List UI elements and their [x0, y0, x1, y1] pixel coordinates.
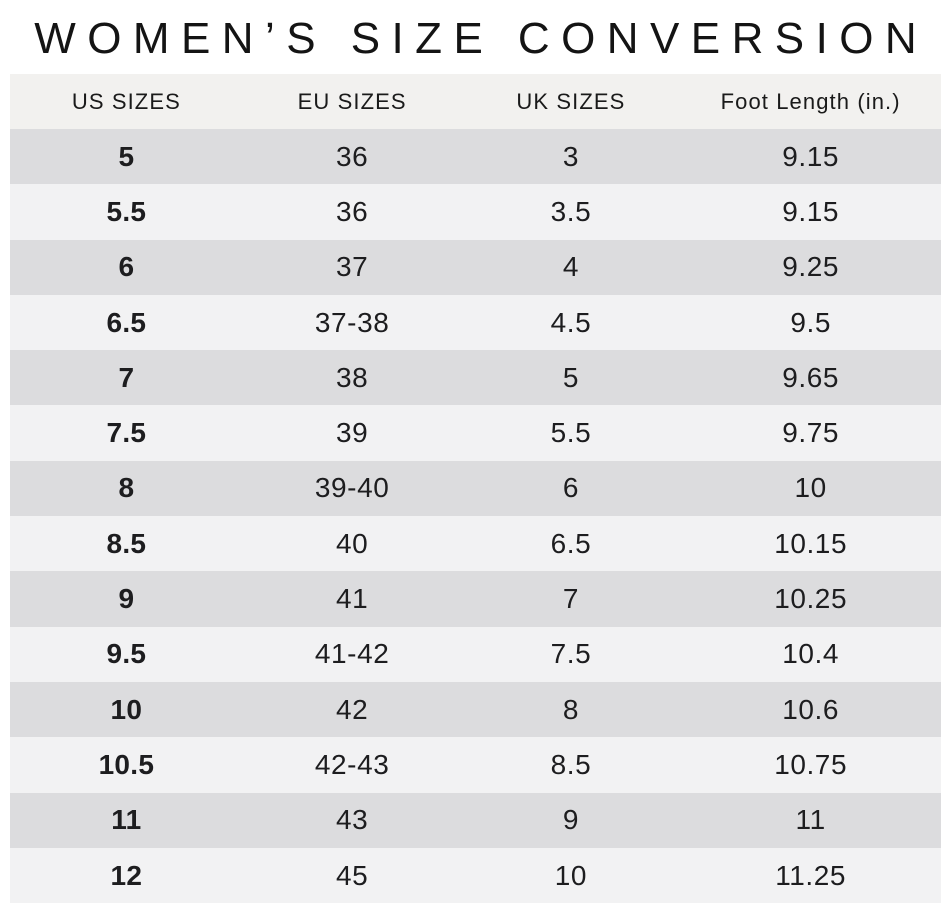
- cell-eu-size: 36: [336, 195, 369, 227]
- cell-foot-length: 10: [794, 472, 827, 504]
- header-us-sizes: US SIZES: [71, 88, 181, 114]
- cell-foot-length: 10.25: [774, 583, 848, 615]
- cell-uk-size: 9: [562, 804, 579, 836]
- cell-uk-size: 10: [554, 859, 588, 891]
- cell-eu-size: 38: [336, 361, 369, 393]
- cell-uk-size: 5: [562, 361, 579, 393]
- cell-foot-length: 9.5: [790, 306, 831, 338]
- cell-uk-size: 6: [562, 472, 579, 504]
- table-row: 8 39-40 6 10: [10, 460, 941, 517]
- cell-us-size: 7: [118, 361, 135, 393]
- cell-us-size: 7.5: [106, 417, 147, 449]
- cell-us-size: 5.5: [106, 195, 147, 227]
- table-row: 9 41 7 10.25: [10, 571, 941, 627]
- cell-foot-length: 10.15: [774, 527, 848, 559]
- cell-eu-size: 36: [336, 140, 369, 172]
- cell-uk-size: 3.5: [550, 195, 592, 227]
- header-foot-length: Foot Length (in.): [720, 88, 901, 114]
- cell-eu-size: 45: [336, 859, 369, 891]
- table-row: 7 38 5 9.65: [10, 350, 941, 406]
- cell-foot-length: 9.75: [782, 417, 840, 449]
- cell-uk-size: 8.5: [550, 748, 592, 780]
- cell-uk-size: 6.5: [550, 527, 592, 559]
- cell-eu-size: 42: [336, 693, 369, 725]
- cell-uk-size: 4: [562, 251, 579, 283]
- cell-us-size: 10.5: [98, 748, 155, 780]
- cell-uk-size: 3: [562, 140, 579, 172]
- cell-foot-length: 9.15: [782, 195, 840, 227]
- cell-eu-size: 42-43: [314, 748, 390, 780]
- cell-eu-size: 39: [336, 417, 369, 449]
- cell-foot-length: 9.25: [782, 251, 840, 283]
- cell-us-size: 9.5: [106, 638, 147, 670]
- cell-eu-size: 43: [336, 804, 369, 836]
- table-row: 5.5 36 3.5 9.15: [10, 184, 941, 240]
- cell-eu-size: 39-40: [314, 472, 390, 504]
- cell-foot-length: 9.15: [782, 140, 840, 172]
- table-row: 9.5 41-42 7.5 10.4: [10, 626, 941, 682]
- cell-us-size: 6.5: [106, 306, 147, 338]
- table-row: 12 45 10 11.25: [10, 847, 941, 904]
- cell-eu-size: 37-38: [314, 306, 390, 338]
- table-row: 10 42 8 10.6: [10, 681, 941, 738]
- cell-eu-size: 37: [336, 251, 369, 283]
- table-row: 7.5 39 5.5 9.75: [10, 405, 941, 461]
- cell-eu-size: 41: [336, 583, 369, 615]
- table-row: 6 37 4 9.25: [10, 239, 941, 295]
- header-eu-sizes: EU SIZES: [297, 88, 407, 114]
- header-uk-sizes: UK SIZES: [516, 88, 626, 114]
- cell-us-size: 5: [118, 140, 135, 172]
- page-title: WOMEN’S SIZE CONVERSION: [34, 14, 929, 63]
- cell-uk-size: 5.5: [550, 417, 592, 449]
- cell-uk-size: 7: [562, 583, 579, 615]
- cell-uk-size: 7.5: [550, 638, 592, 670]
- table-body: 5 36 3 9.15 5.5 36 3.5 9.15 6 37 4 9.25 6.5 37-38 4.5 9…: [10, 129, 941, 904]
- cell-us-size: 6: [118, 251, 135, 283]
- table-row: 11 43 9 11: [10, 792, 941, 848]
- size-conversion-table: US SIZES EU SIZES UK SIZES Foot Length (…: [10, 74, 941, 904]
- cell-us-size: 11: [111, 804, 142, 836]
- cell-us-size: 9: [118, 583, 135, 615]
- cell-us-size: 8: [118, 472, 135, 504]
- cell-foot-length: 10.6: [782, 693, 840, 725]
- cell-eu-size: 40: [336, 527, 369, 559]
- cell-foot-length: 10.4: [782, 638, 840, 670]
- table-row: 6.5 37-38 4.5 9.5: [10, 294, 941, 351]
- cell-uk-size: 4.5: [550, 306, 592, 338]
- table-row: 8.5 40 6.5 10.15: [10, 516, 941, 572]
- cell-foot-length: 11.25: [775, 859, 847, 891]
- cell-us-size: 8.5: [106, 527, 147, 559]
- table-header-row: US SIZES EU SIZES UK SIZES Foot Length (…: [10, 74, 941, 129]
- cell-foot-length: 9.65: [782, 361, 840, 393]
- cell-foot-length: 11: [795, 804, 826, 836]
- cell-foot-length: 10.75: [774, 748, 848, 780]
- cell-uk-size: 8: [562, 693, 579, 725]
- table-row: 5 36 3 9.15: [10, 129, 941, 185]
- cell-eu-size: 41-42: [314, 638, 390, 670]
- cell-us-size: 12: [110, 859, 143, 891]
- cell-us-size: 10: [110, 693, 143, 725]
- table-row: 10.5 42-43 8.5 10.75: [10, 737, 941, 793]
